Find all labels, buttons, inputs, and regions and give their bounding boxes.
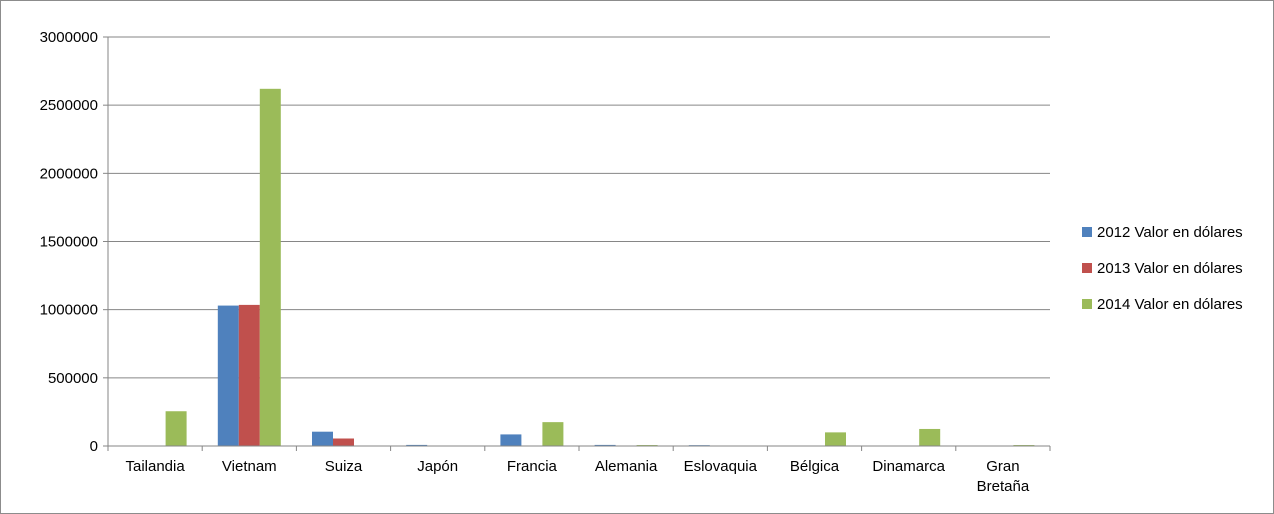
x-tick-label: Dinamarca [872,458,945,475]
bar [825,432,846,446]
x-tick-label: Bélgica [790,458,840,475]
bar [238,304,260,446]
bar [594,444,616,446]
x-tick-label: Suiza [325,458,363,475]
x-tick-label: Francia [507,458,558,475]
bar [217,305,239,446]
legend-label: 2012 Valor en dólares [1097,224,1243,241]
legend: 2012 Valor en dólares 2013 Valor en dólar… [1082,224,1243,313]
x-tick-label: Tailandia [125,458,185,475]
legend-swatch [1082,227,1092,237]
y-tick-label: 1000000 [40,302,98,319]
x-tick-label: Eslovaquia [684,458,758,475]
bars [165,88,1035,446]
y-tick-label: 2000000 [40,165,98,182]
legend-swatch [1082,299,1092,309]
bar [165,411,187,446]
bar [542,422,564,446]
bar [259,88,281,446]
bar [333,438,354,446]
y-tick-label: 0 [90,438,98,455]
legend-label: 2014 Valor en dólares [1097,296,1243,313]
y-tick-label: 2500000 [40,97,98,114]
x-axis: Tailandia Vietnam Suiza Japón Francia Alemani… [107,445,1051,495]
x-tick-label: Alemania [595,458,658,475]
x-tick-label: Japón [417,458,458,475]
x-tick-label: Gran Bretaña [977,458,1030,495]
y-tick-label: 1500000 [40,234,98,251]
y-tick-label: 500000 [48,370,98,387]
bar [406,444,428,446]
bar [500,434,522,446]
y-tick-label: 3000000 [40,29,98,46]
legend-swatch [1082,263,1092,273]
y-axis: 0 500000 1000000 1500000 2000000 2500000 30000… [40,29,109,455]
x-tick-label: Vietnam [222,458,277,475]
bar [312,431,333,446]
bar [919,428,941,446]
legend-label: 2013 Valor en dólares [1097,260,1243,277]
